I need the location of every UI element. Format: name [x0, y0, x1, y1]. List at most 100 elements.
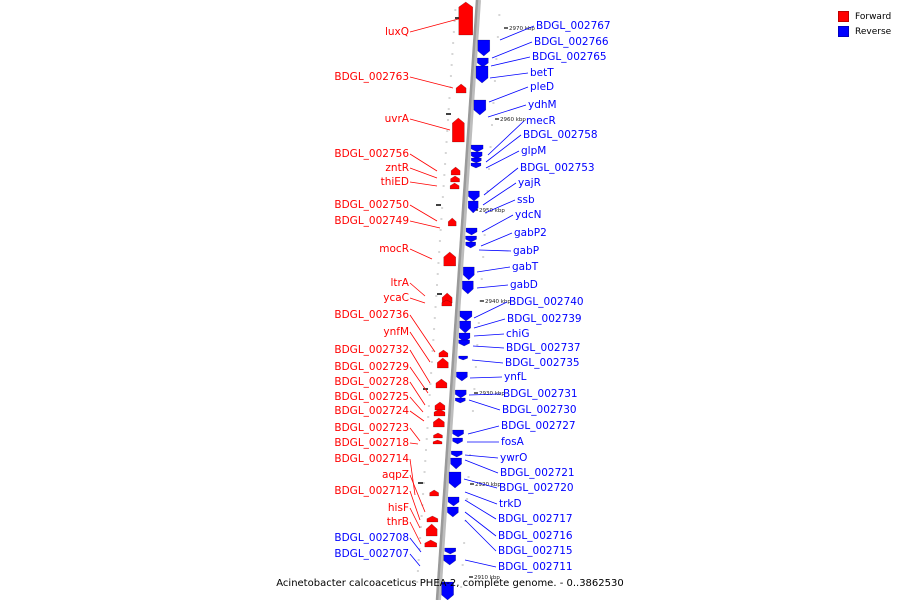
gene-label[interactable]: ycaC	[383, 292, 409, 304]
gene-label[interactable]: pleD	[530, 81, 554, 93]
gene-label[interactable]: luxQ	[385, 26, 409, 38]
gene-label[interactable]: BDGL_002732	[334, 344, 409, 356]
gene-label[interactable]: betT	[530, 67, 554, 79]
gene-label[interactable]: BDGL_002735	[505, 357, 580, 369]
reverse-gene[interactable]	[477, 57, 489, 68]
gene-label[interactable]: glpM	[521, 145, 546, 157]
gene-label[interactable]: BDGL_002728	[334, 376, 409, 388]
gene-label[interactable]: BDGL_002765	[532, 51, 607, 63]
forward-gene[interactable]	[450, 175, 460, 183]
gene-label[interactable]: BDGL_002736	[334, 309, 409, 321]
gene-label[interactable]: BDGL_002707	[334, 548, 409, 560]
gene-label[interactable]: BDGL_002749	[334, 215, 409, 227]
forward-gene[interactable]	[443, 251, 456, 267]
forward-gene[interactable]	[437, 357, 449, 369]
gene-label[interactable]: BDGL_002718	[334, 437, 409, 449]
gene-label[interactable]: trkD	[499, 498, 522, 510]
gene-label[interactable]: BDGL_002714	[334, 453, 409, 465]
gene-label[interactable]: ywrO	[500, 452, 527, 464]
gene-label[interactable]: BDGL_002724	[334, 405, 409, 417]
gene-label[interactable]: BDGL_002767	[536, 20, 611, 32]
gene-label[interactable]: BDGL_002708	[334, 532, 409, 544]
reverse-gene[interactable]	[450, 457, 462, 470]
reverse-gene[interactable]	[471, 157, 482, 164]
gene-label[interactable]: hisF	[388, 502, 409, 514]
gene-label[interactable]: BDGL_002730	[502, 404, 577, 416]
gene-label[interactable]: gabP2	[514, 227, 547, 239]
forward-gene[interactable]	[447, 217, 457, 227]
gene-label[interactable]: ynfL	[504, 371, 527, 383]
gene-label[interactable]: gabP	[513, 245, 539, 257]
forward-gene[interactable]	[450, 166, 461, 176]
gene-label[interactable]: thrB	[387, 516, 409, 528]
forward-gene[interactable]	[425, 523, 438, 537]
gene-label[interactable]: BDGL_002766	[534, 36, 609, 48]
forward-gene[interactable]	[435, 378, 448, 389]
gene-label[interactable]: BDGL_002731	[503, 388, 578, 400]
forward-gene[interactable]	[424, 539, 438, 548]
gene-label[interactable]: aqpZ	[382, 469, 409, 481]
gene-label[interactable]: ydhM	[528, 99, 557, 111]
reverse-gene[interactable]	[468, 190, 480, 202]
reverse-gene[interactable]	[444, 547, 457, 555]
forward-gene[interactable]	[434, 401, 446, 411]
reverse-gene[interactable]	[462, 280, 474, 295]
gene-label[interactable]: BDGL_002720	[499, 482, 574, 494]
gene-label[interactable]: BDGL_002727	[501, 420, 576, 432]
reverse-gene[interactable]	[473, 99, 487, 116]
gene-label[interactable]: BDGL_002717	[498, 513, 573, 525]
reverse-gene[interactable]	[441, 581, 454, 600]
forward-gene[interactable]	[433, 432, 443, 439]
reverse-gene[interactable]	[452, 429, 464, 438]
gene-label[interactable]: BDGL_002723	[334, 422, 409, 434]
gene-label[interactable]: BDGL_002758	[523, 129, 598, 141]
reverse-gene[interactable]	[448, 471, 462, 489]
forward-gene[interactable]	[429, 489, 439, 497]
gene-label[interactable]: BDGL_002725	[334, 391, 409, 403]
forward-gene[interactable]	[433, 417, 445, 428]
reverse-gene[interactable]	[458, 332, 471, 343]
forward-gene[interactable]	[449, 182, 460, 190]
gene-label[interactable]: ynfM	[383, 326, 409, 338]
reverse-gene[interactable]	[452, 437, 463, 445]
gene-label[interactable]: BDGL_002737	[506, 342, 581, 354]
gene-label[interactable]: BDGL_002763	[334, 71, 409, 83]
reverse-gene[interactable]	[455, 397, 466, 404]
forward-gene[interactable]	[455, 83, 467, 94]
reverse-gene[interactable]	[458, 339, 470, 347]
gene-label[interactable]: BDGL_002753	[520, 162, 595, 174]
reverse-gene[interactable]	[454, 389, 467, 399]
reverse-gene[interactable]	[465, 241, 476, 249]
reverse-gene[interactable]	[477, 39, 491, 57]
gene-label[interactable]: mocR	[379, 243, 409, 255]
reverse-gene[interactable]	[459, 320, 471, 334]
reverse-gene[interactable]	[463, 266, 475, 281]
forward-gene[interactable]	[438, 349, 449, 358]
gene-label[interactable]: thiED	[381, 176, 409, 188]
gene-label[interactable]: fosA	[501, 436, 525, 448]
gene-label[interactable]: BDGL_002712	[334, 485, 409, 497]
gene-label[interactable]: BDGL_002729	[334, 361, 409, 373]
gene-label[interactable]: ydcN	[515, 209, 542, 221]
reverse-gene[interactable]	[447, 506, 459, 518]
gene-label[interactable]: BDGL_002740	[509, 296, 584, 308]
reverse-gene[interactable]	[465, 227, 478, 236]
gene-label[interactable]: uvrA	[385, 113, 410, 125]
forward-gene[interactable]	[441, 299, 453, 307]
reverse-gene[interactable]	[470, 144, 484, 153]
forward-gene[interactable]	[458, 1, 474, 36]
forward-gene[interactable]	[433, 408, 446, 417]
reverse-gene[interactable]	[465, 235, 477, 243]
gene-label[interactable]: chiG	[506, 328, 529, 340]
reverse-gene[interactable]	[470, 162, 482, 169]
gene-label[interactable]: ssb	[517, 194, 535, 206]
reverse-gene[interactable]	[459, 310, 473, 322]
forward-gene[interactable]	[426, 515, 439, 523]
gene-label[interactable]: BDGL_002756	[334, 148, 409, 160]
gene-label[interactable]: BDGL_002721	[500, 467, 575, 479]
gene-label[interactable]: BDGL_002716	[498, 530, 573, 542]
gene-label[interactable]: gabD	[510, 279, 538, 291]
reverse-gene[interactable]	[443, 554, 456, 566]
gene-label[interactable]: BDGL_002711	[498, 561, 573, 573]
gene-label[interactable]: zntR	[385, 162, 409, 174]
